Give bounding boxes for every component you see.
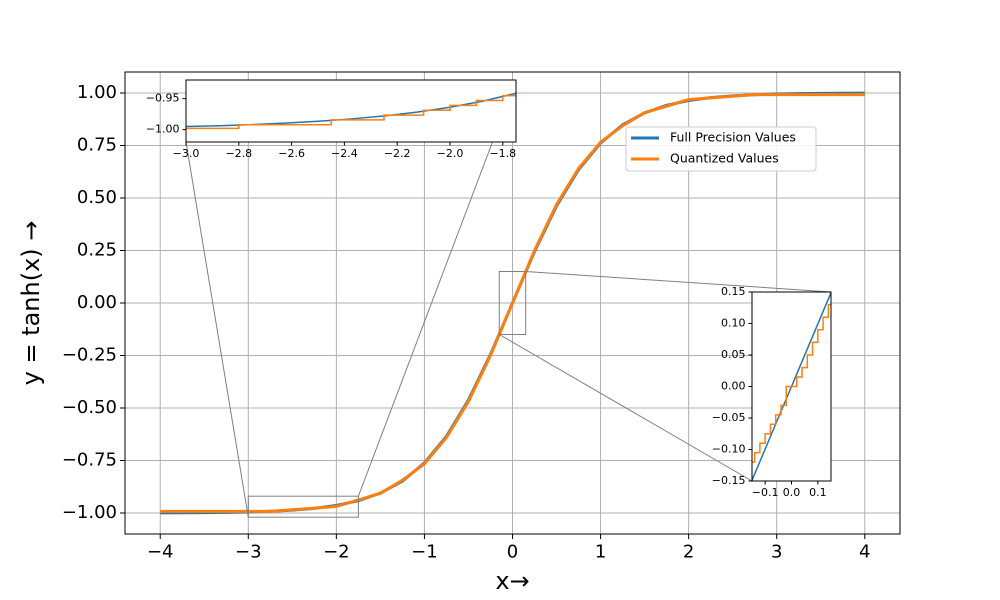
x-tick-label: −2.4 (331, 147, 358, 160)
x-tick-label: 0 (507, 542, 518, 563)
zoom-connector (185, 141, 249, 518)
y-tick-label: 0.00 (721, 380, 746, 393)
y-tick-label: −0.25 (62, 345, 117, 366)
y-tick-label: 0.50 (77, 187, 117, 208)
axes-frame (751, 291, 832, 482)
x-tick-label: 1 (595, 542, 606, 563)
x-tick-label: −1.8 (489, 147, 516, 160)
y-tick-label: 0.25 (77, 240, 117, 261)
zoom-connector (499, 334, 753, 482)
y-tick-label: −0.05 (712, 411, 746, 424)
plot-area (186, 80, 516, 142)
y-tick-label: −0.75 (62, 450, 117, 471)
y-tick-label: −0.50 (62, 397, 117, 418)
zoom-connector (525, 271, 832, 293)
x-axis-label: x→ (495, 567, 529, 595)
legend-box (625, 126, 817, 172)
x-tick-label: 2 (683, 542, 694, 563)
x-tick-label: 0.1 (809, 486, 827, 499)
y-tick-label: −1.00 (62, 502, 117, 523)
axes-frame (185, 79, 517, 143)
x-tick-label: −2.2 (384, 147, 411, 160)
y-tick-label: 0.00 (77, 292, 117, 313)
y-tick-label: −0.95 (146, 92, 180, 105)
y-tick-label: 0.75 (77, 135, 117, 156)
x-tick-label: −2.0 (437, 147, 464, 160)
series-line (160, 93, 865, 513)
y-tick-label: −0.15 (712, 474, 746, 487)
series-line (186, 94, 516, 130)
x-tick-label: −1 (411, 542, 438, 563)
x-tick-label: 3 (771, 542, 782, 563)
x-tick-label: −2 (323, 542, 350, 563)
x-tick-label: 4 (859, 542, 870, 563)
legend-label: Quantized Values (670, 151, 779, 166)
x-tick-label: −2.8 (225, 147, 252, 160)
y-axis-label: y = tanh(x) → (17, 221, 45, 386)
axes-frame (124, 71, 901, 535)
series-line (752, 303, 831, 463)
legend-label: Full Precision Values (670, 130, 796, 145)
y-tick-label: 0.15 (721, 285, 746, 298)
x-tick-label: −4 (147, 542, 174, 563)
y-tick-label: 0.05 (721, 348, 746, 361)
x-tick-label: −3.0 (173, 147, 200, 160)
x-tick-label: 0.0 (783, 486, 801, 499)
x-tick-label: −3 (235, 542, 262, 563)
zoom-region (247, 495, 359, 518)
y-tick-label: 1.00 (77, 82, 117, 103)
y-tick-label: −1.00 (146, 123, 180, 136)
zoom-connector (357, 79, 517, 497)
zoom-region (498, 271, 527, 335)
y-tick-label: −0.10 (712, 443, 746, 456)
x-tick-label: −2.6 (278, 147, 305, 160)
x-tick-label: −0.1 (752, 486, 779, 499)
y-tick-label: 0.10 (721, 317, 746, 330)
